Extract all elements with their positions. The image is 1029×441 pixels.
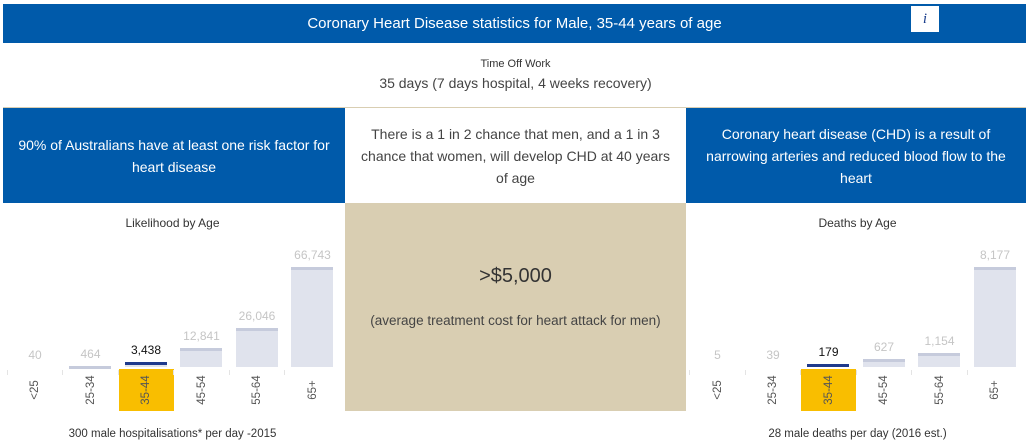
- bar-column[interactable]: 179 35-44: [801, 203, 856, 441]
- x-axis-label-cell[interactable]: 45-54: [174, 369, 229, 411]
- x-axis-label-cell[interactable]: 25-34: [63, 369, 118, 411]
- bar[interactable]: [180, 348, 222, 367]
- axis-tick: [173, 370, 174, 375]
- page-title: Coronary Heart Disease statistics for Ma…: [307, 15, 722, 32]
- chance-text: There is a 1 in 2 chance that men, and a…: [361, 125, 670, 186]
- value-label: 66,743: [294, 248, 331, 262]
- value-label: 1,154: [924, 334, 955, 348]
- axis-tick: [228, 370, 230, 375]
- value-label: 8,177: [979, 248, 1011, 262]
- axis-tick: [855, 370, 857, 375]
- x-axis-label: 65+: [989, 380, 1001, 400]
- bar[interactable]: [807, 364, 849, 367]
- cost-panel: >$5,000 (average treatment cost for hear…: [345, 203, 686, 411]
- x-axis-label: 45-54: [878, 375, 890, 405]
- axis-tick: [800, 370, 801, 375]
- bar-column[interactable]: 26,046 55-64: [230, 203, 285, 441]
- value-label: 39: [766, 348, 780, 362]
- x-axis-label: 25-34: [84, 375, 97, 405]
- chart-footnote: 28 male deaths per day (2016 est.): [768, 428, 947, 440]
- value-label: 26,046: [238, 309, 276, 323]
- value-label: 5: [714, 348, 721, 362]
- x-axis-label-cell[interactable]: 45-54: [857, 369, 912, 411]
- bar[interactable]: [918, 353, 960, 367]
- bar-column[interactable]: 464 25-34: [63, 203, 118, 441]
- x-axis-label-cell[interactable]: 25-34: [746, 369, 801, 411]
- axis-tick: [284, 370, 285, 375]
- bar-column[interactable]: 8,177 65+: [968, 203, 1023, 441]
- risk-factor-text: 90% of Australians have at least one ris…: [18, 136, 330, 175]
- x-axis-label: 45-54: [195, 375, 208, 405]
- chart-footnote: 300 male hospitalisations* per day -2015: [68, 428, 277, 440]
- x-axis-label-cell[interactable]: 65+: [968, 369, 1023, 411]
- chance-fact: There is a 1 in 2 chance that men, and a…: [345, 108, 686, 203]
- info-button[interactable]: i: [911, 6, 939, 32]
- bar[interactable]: [862, 359, 905, 367]
- axis-tick: [62, 370, 63, 375]
- likelihood-chart: Likelihood by Age 300 male hospitalisati…: [0, 203, 345, 441]
- bar-column[interactable]: 627 45-54: [857, 203, 912, 441]
- cost-value: >$5,000: [479, 265, 552, 287]
- value-label: 627: [873, 340, 895, 354]
- bar[interactable]: [291, 267, 333, 367]
- axis-tick: [744, 370, 746, 375]
- bar[interactable]: [69, 366, 111, 369]
- x-axis-label: 25-34: [767, 375, 779, 405]
- x-axis-label: <25: [29, 380, 41, 400]
- info-icon: i: [922, 10, 928, 27]
- x-axis-label-cell[interactable]: <25: [690, 369, 745, 411]
- bar-column[interactable]: 39 25-34: [746, 203, 801, 441]
- bar-column[interactable]: 12,841 45-54: [174, 203, 229, 441]
- x-axis-label: 35-44: [822, 375, 835, 405]
- x-axis-label-cell[interactable]: 65+: [285, 369, 340, 411]
- value-label: 179: [818, 345, 839, 359]
- x-axis-label: 35-44: [140, 375, 152, 405]
- axis-tick: [689, 370, 690, 375]
- divider: [3, 107, 1026, 108]
- time-off-value: 35 days (7 days hospital, 4 weeks recove…: [379, 75, 652, 91]
- x-axis-label-cell[interactable]: 55-64: [912, 369, 967, 411]
- deaths-chart: Deaths by Age 28 male deaths per day (20…: [686, 203, 1029, 441]
- chd-definition-fact: Coronary heart disease (CHD) is a result…: [686, 108, 1026, 203]
- value-label: 3,438: [130, 343, 162, 357]
- axis-tick: [911, 370, 912, 375]
- bar[interactable]: [235, 328, 278, 367]
- x-axis-label: 65+: [306, 380, 319, 400]
- bar-column[interactable]: 5 <25: [690, 203, 745, 441]
- value-label: 40: [28, 348, 42, 362]
- time-off-section: Time Off Work 35 days (7 days hospital, …: [345, 58, 686, 91]
- axis-tick: [966, 370, 968, 375]
- page-header: Coronary Heart Disease statistics for Ma…: [3, 4, 1026, 43]
- bar-column[interactable]: 66,743 65+: [285, 203, 340, 441]
- x-axis-label-cell[interactable]: 55-64: [230, 369, 285, 411]
- x-axis-label: 55-64: [933, 375, 946, 405]
- chart-title: Deaths by Age: [818, 216, 897, 230]
- selected-age-highlight[interactable]: 35-44: [801, 369, 856, 411]
- bar[interactable]: [124, 362, 167, 367]
- selected-age-highlight[interactable]: 35-44: [118, 369, 174, 411]
- bar[interactable]: [973, 267, 1016, 367]
- x-axis-label-cell[interactable]: <25: [8, 369, 63, 411]
- bar-column[interactable]: 40 <25: [8, 203, 63, 441]
- chart-title: Likelihood by Age: [125, 216, 220, 230]
- x-axis-label: <25: [711, 380, 724, 400]
- bar-column[interactable]: 1,154 55-64: [912, 203, 967, 441]
- axis-tick: [117, 370, 119, 375]
- cost-caption: (average treatment cost for heart attack…: [370, 313, 661, 328]
- axis-tick: [6, 370, 8, 375]
- x-axis-label: 55-64: [251, 375, 263, 405]
- risk-factor-fact: 90% of Australians have at least one ris…: [3, 108, 345, 203]
- time-off-label: Time Off Work: [480, 58, 551, 70]
- value-label: 12,841: [183, 329, 220, 343]
- chd-definition-text: Coronary heart disease (CHD) is a result…: [706, 125, 1006, 186]
- bar-column[interactable]: 3,438 35-44: [118, 203, 174, 441]
- value-label: 464: [80, 347, 101, 361]
